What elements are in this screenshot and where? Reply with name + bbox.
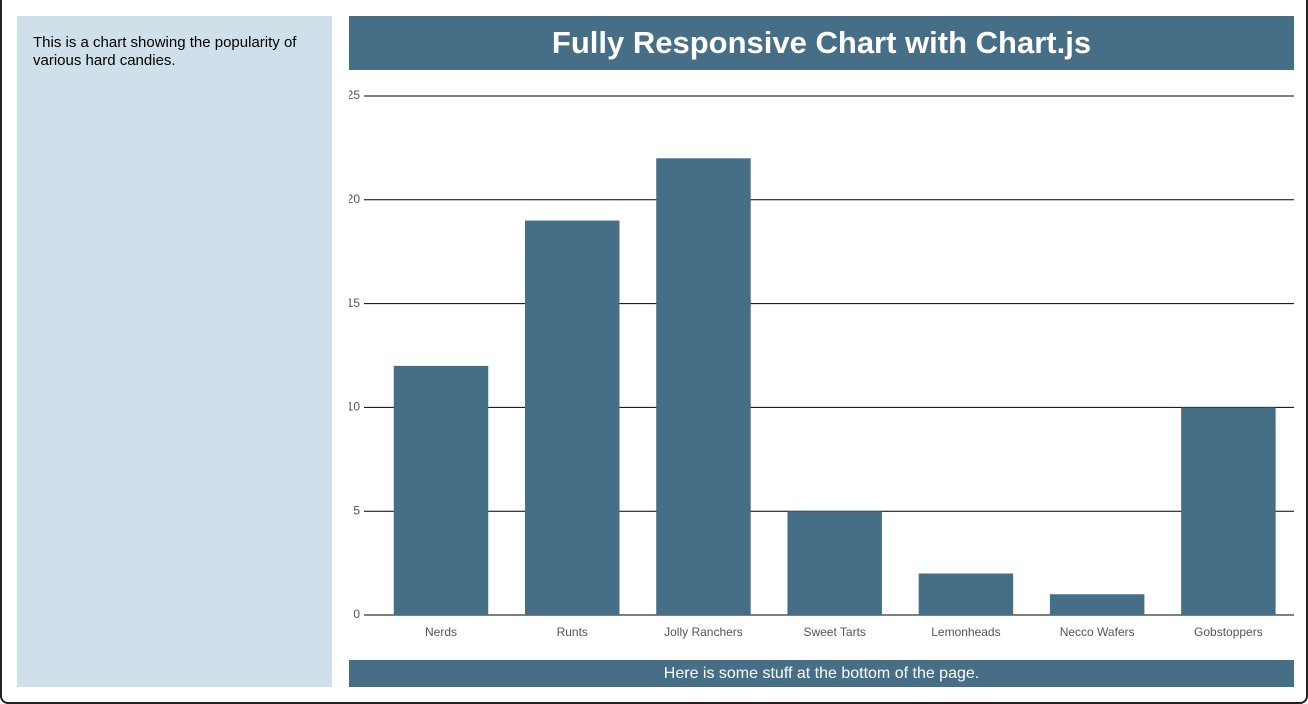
chart: 0 5 10 15 20 25 Nerds Runts Jolly Ranchers Sweet …	[349, 88, 1294, 639]
y-tick-label: 25	[349, 88, 360, 102]
page-title: Fully Responsive Chart with Chart.js	[349, 16, 1294, 70]
x-tick-label: Jolly Ranchers	[664, 625, 743, 639]
x-tick-label: Runts	[557, 625, 588, 639]
bar	[1049, 594, 1145, 615]
y-tick-label: 10	[349, 400, 360, 414]
bar	[1181, 407, 1276, 615]
x-tick-label: Necco Wafers	[1060, 625, 1135, 639]
bar	[525, 220, 620, 615]
sidebar: This is a chart showing the popularity o…	[17, 16, 332, 687]
sidebar-text: This is a chart showing the popularity o…	[33, 34, 297, 69]
x-tick-label: Lemonheads	[931, 625, 1000, 639]
y-tick-label: 5	[353, 503, 360, 517]
bar	[393, 365, 489, 615]
footer: Here is some stuff at the bottom of the …	[349, 660, 1294, 687]
x-tick-label: Nerds	[425, 625, 457, 639]
bar	[787, 511, 882, 615]
y-tick-label: 15	[349, 296, 360, 310]
bar	[656, 158, 751, 615]
y-tick-label: 0	[353, 607, 360, 621]
x-tick-label: Gobstoppers	[1194, 625, 1263, 639]
y-tick-label: 20	[349, 192, 360, 206]
x-tick-label: Sweet Tarts	[803, 625, 865, 639]
bar	[918, 573, 1014, 615]
